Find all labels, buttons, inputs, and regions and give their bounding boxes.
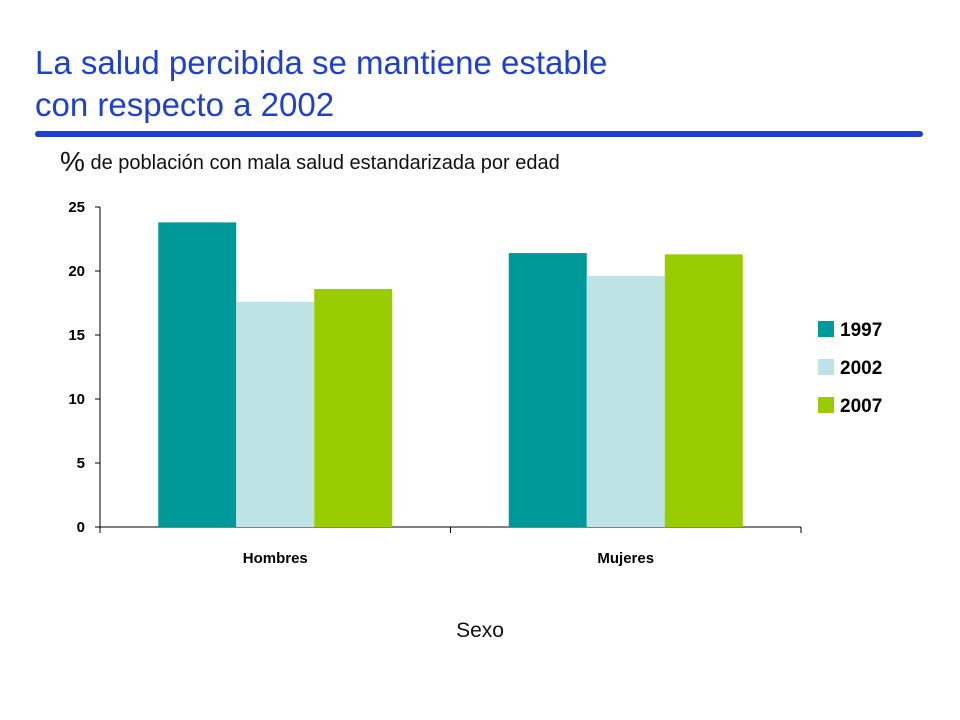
- y-axis: 0 5 10 15 20 25: [68, 199, 101, 536]
- slide-title: La salud percibida se mantiene estable c…: [35, 44, 608, 123]
- y-tick-label: 0: [77, 519, 85, 536]
- x-axis: Hombres Mujeres: [99, 526, 802, 567]
- x-tick-label: Mujeres: [597, 550, 654, 567]
- subtitle-text: de población con mala salud estandarizad…: [90, 152, 560, 174]
- y-tick-label: 20: [68, 263, 85, 280]
- y-tick-label: 25: [68, 199, 85, 216]
- y-tick-label: 5: [77, 455, 85, 472]
- legend-swatch-1997: [818, 321, 834, 337]
- legend-label-2002: 2002: [840, 358, 882, 379]
- x-axis-title: Sexo: [456, 619, 504, 642]
- subtitle-percent-sign: %: [60, 146, 85, 177]
- title-underline: [35, 131, 923, 137]
- bar-2007-mujeres: [664, 254, 743, 528]
- bar-2002-hombres: [236, 301, 315, 527]
- legend-label-1997: 1997: [840, 320, 882, 341]
- bar-1997-mujeres: [508, 253, 587, 527]
- bar-2007-hombres: [314, 288, 393, 527]
- y-tick-label: 10: [68, 391, 85, 408]
- legend-swatch-2002: [818, 359, 834, 375]
- chart-subtitle: % de población con mala salud estandariz…: [60, 146, 560, 178]
- bars: [158, 222, 743, 528]
- legend-label-2007: 2007: [840, 396, 882, 417]
- bar-2002-mujeres: [586, 276, 665, 527]
- legend-swatch-2007: [818, 397, 834, 413]
- y-tick-label: 15: [68, 327, 85, 344]
- x-tick-label: Hombres: [243, 550, 308, 567]
- legend: 1997 2002 2007: [818, 320, 882, 417]
- bar-1997-hombres: [158, 222, 237, 528]
